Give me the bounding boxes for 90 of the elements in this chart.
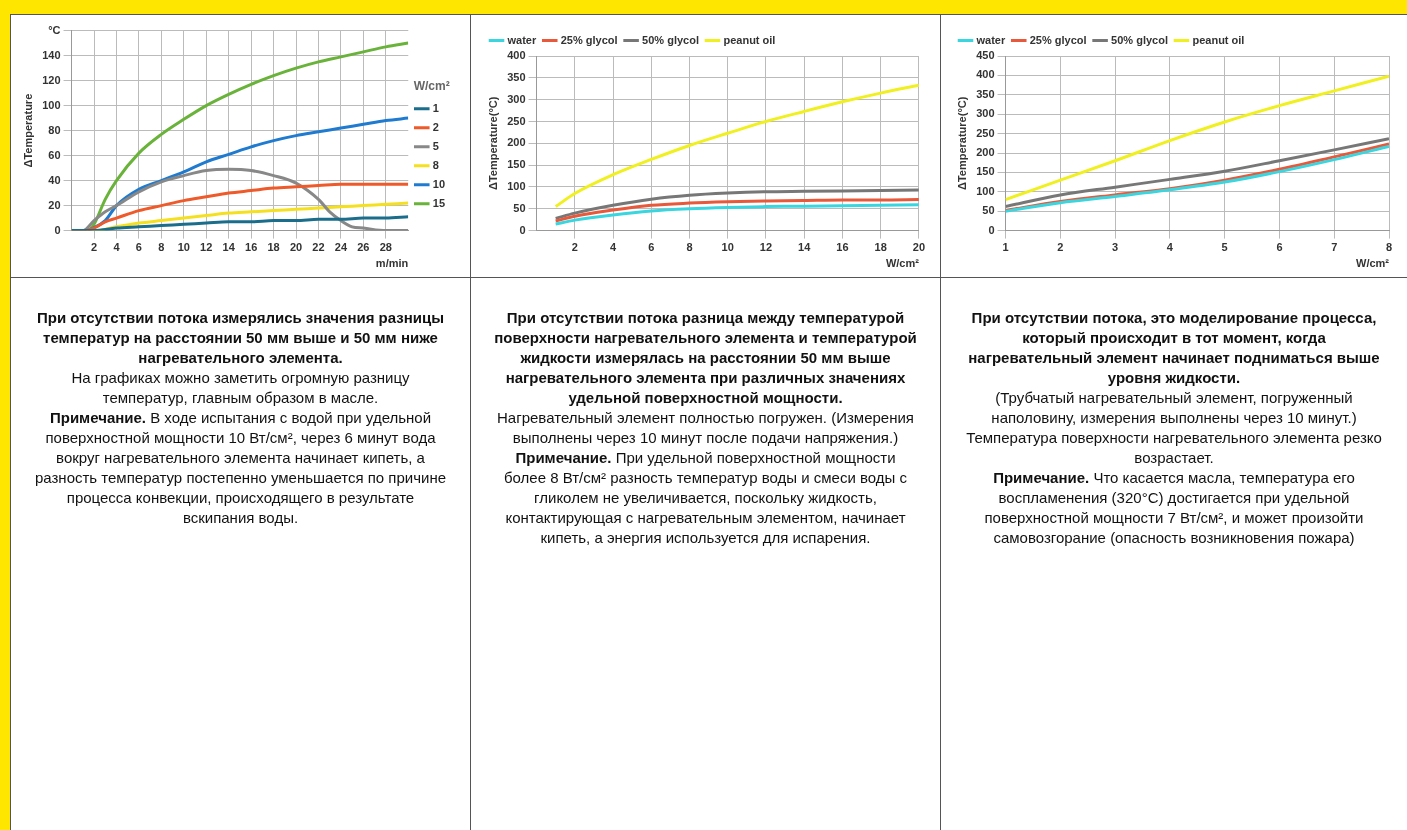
- y-tick-label: 250: [507, 114, 526, 127]
- x-tick-label: 18: [267, 241, 280, 254]
- x-tick-label: 2: [1056, 241, 1063, 254]
- x-tick-label: 3: [1111, 241, 1118, 254]
- x-tick-label: 5: [1221, 241, 1228, 254]
- x-tick-label: 8: [686, 241, 693, 254]
- y-axis-title: ΔTemperature(°C): [955, 96, 968, 190]
- legend-label: 2: [432, 120, 439, 133]
- y-tick-label: 20: [48, 198, 61, 211]
- legend-label: water: [506, 33, 537, 46]
- legend-label: 15: [432, 196, 446, 209]
- legend-label: peanut oil: [723, 33, 776, 46]
- x-tick-label: 24: [334, 241, 348, 254]
- legend-label: 10: [432, 177, 446, 190]
- x-tick-label: 26: [357, 241, 370, 254]
- x-tick-label: 6: [135, 241, 142, 254]
- y-tick-label: 150: [507, 158, 526, 171]
- y-tick-label: 150: [975, 165, 995, 178]
- legend-label: 50% glycol: [642, 33, 699, 46]
- y-tick-label: 0: [987, 223, 995, 236]
- legend-label: 50% glycol: [1110, 33, 1168, 46]
- legend-label: 1: [432, 101, 439, 114]
- legend-title: W/cm²: [413, 79, 450, 94]
- x-tick-label: 7: [1330, 241, 1337, 254]
- x-tick-label: 4: [609, 241, 617, 254]
- text: При отсутствии потока разница между температурой поверхности нагревательного элемента и температурой жидкости измерялась на расстоянии 50 мм выше нагревательного элемента при различных значениях удельной поверхностной мощности.: [493, 308, 918, 408]
- y-tick-label: 40: [48, 173, 61, 186]
- legend-label: water: [975, 33, 1006, 46]
- legend-label: peanut oil: [1191, 33, 1244, 46]
- y-tick-label: 120: [42, 73, 61, 86]
- x-tick-label: 20: [289, 241, 303, 254]
- x-tick-label: 12: [200, 241, 213, 254]
- y-tick-label: 350: [507, 70, 526, 83]
- x-tick-label: 1: [1001, 241, 1009, 254]
- y-tick-label: 400: [507, 49, 526, 62]
- y-tick-label: 250: [975, 126, 995, 139]
- x-tick-label: 6: [648, 241, 655, 254]
- y-axis-title: ΔTemperature(°C): [486, 96, 499, 190]
- x-tick-label: 10: [721, 241, 734, 254]
- y-tick-label: 50: [981, 204, 995, 217]
- text: На графиках можно заметить огромную разницу температур, главным образом в масле.: [70, 368, 411, 408]
- y-tick-label: 60: [48, 148, 61, 161]
- legend-label: 25% glycol: [560, 33, 618, 46]
- y-tick-label: 300: [507, 92, 526, 105]
- text: Нагревательный элемент полностью погружен. (Измерения выполнены через 10 минут после подачи напряжения.): [496, 408, 915, 448]
- x-axis-title: W/cm²: [1355, 257, 1389, 270]
- x-tick-label: 16: [836, 241, 849, 254]
- y-tick-label: 400: [975, 68, 995, 81]
- x-tick-label: 2: [90, 241, 98, 254]
- text: При отсутствии потока измерялись значения разницы температур на расстоянии 50 мм выше и 50 мм ниже нагревательного элемента.: [35, 308, 446, 368]
- x-tick-label: 12: [759, 241, 773, 254]
- x-tick-label: 8: [1385, 241, 1392, 254]
- x-tick-label: 6: [1275, 241, 1283, 254]
- x-axis-title: W/cm²: [885, 257, 920, 270]
- text: Примечание. Что касается масла, температура его воспламенения (320°C) достигается при удельной поверхностной мощности 7 Вт/см², и может произойти самовозгорание (опасность возникновения пожара): [983, 468, 1365, 548]
- y-tick-label: 300: [975, 107, 995, 120]
- x-tick-label: 14: [222, 241, 236, 254]
- x-tick-label: 28: [379, 241, 392, 254]
- y-tick-label: 200: [975, 146, 995, 159]
- x-tick-label: 10: [177, 241, 190, 254]
- y-tick-label: 80: [48, 123, 61, 136]
- y-tick-label: 200: [507, 136, 526, 149]
- y-tick-label: 450: [975, 49, 995, 62]
- y-tick-label: 100: [42, 98, 61, 111]
- x-axis-title: m/min: [375, 257, 409, 270]
- legend-label: 8: [432, 158, 439, 171]
- y-tick-label: 0: [519, 223, 526, 236]
- x-tick-label: 4: [113, 241, 121, 254]
- y-axis-title: ΔTemperature: [21, 93, 34, 168]
- text: При отсутствии потока, это моделирование процесса, который происходит в тот момент, когда нагревательный элемент начинает подниматься выше уровня жидкости.: [967, 308, 1381, 388]
- y-tick-label: 50: [513, 201, 526, 214]
- x-tick-label: 2: [571, 241, 578, 254]
- x-tick-label: 22: [312, 241, 325, 254]
- y-tick-label: °C: [48, 23, 61, 36]
- y-tick-label: 100: [507, 179, 526, 192]
- x-tick-label: 14: [798, 241, 812, 254]
- legend-label: 5: [432, 139, 439, 152]
- y-tick-label: 350: [975, 87, 995, 100]
- y-tick-label: 0: [54, 223, 61, 236]
- x-tick-label: 20: [912, 241, 926, 254]
- y-tick-label: 140: [42, 48, 61, 61]
- x-tick-label: 16: [245, 241, 258, 254]
- text: Примечание. В ходе испытания с водой при удельной поверхностной мощности 10 Вт/см², через 6 минут вода вокруг нагревательного элемента начинает кипеть, а разность температур постепенно уменьшается по причине процесса конвекции, происходящего в результате вскипания воды.: [33, 408, 448, 528]
- x-tick-label: 8: [158, 241, 165, 254]
- x-tick-label: 4: [1166, 241, 1174, 254]
- text: Примечание. При удельной поверхностной мощности более 8 Вт/см² разность температур воды и смеси воды с гликолем не увеличивается, поскольку жидкость, контактирующая с нагревательным элементом, начинает кипеть, а энергия используется для испарения.: [503, 448, 908, 548]
- text: (Трубчатый нагревательный элемент, погруженный наполовину, измерения выполнены через 10 минут.) Температура поверхности нагревательного элемента резко возрастает.: [965, 388, 1383, 468]
- legend-label: 25% glycol: [1029, 33, 1087, 46]
- y-tick-label: 100: [975, 184, 995, 197]
- x-tick-label: 18: [874, 241, 887, 254]
